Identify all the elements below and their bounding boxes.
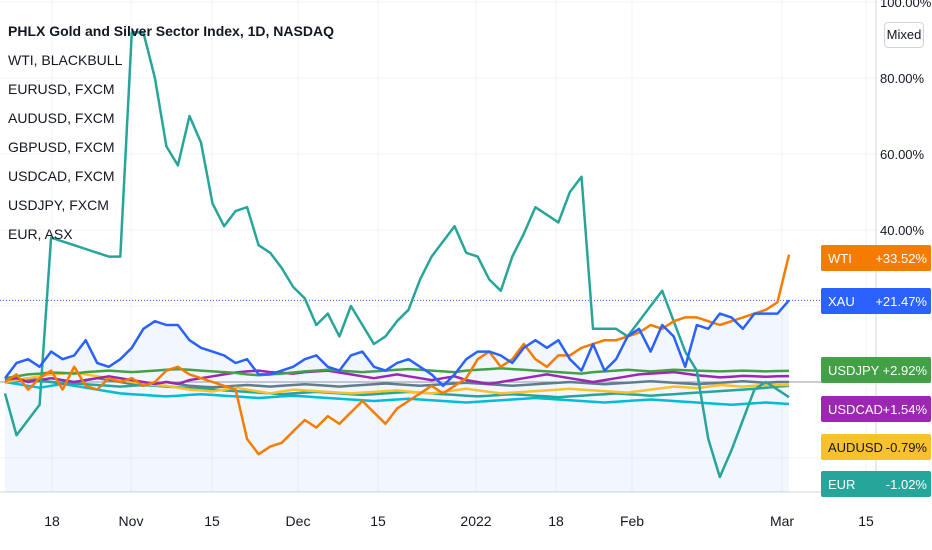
badge-eur: EUR -1.02% — [821, 471, 931, 497]
badge-usdjpy: USDJPY +2.92% — [821, 357, 931, 383]
legend-title: PHLX Gold and Silver Sector Index, 1D, N… — [8, 23, 334, 39]
badge-name: XAU — [828, 294, 855, 309]
series-line-wti — [4, 254, 791, 456]
x-tick-label: Nov — [119, 513, 144, 529]
badge-value: -1.02% — [886, 477, 928, 492]
y-axis-labels: 100.00% 80.00% 60.00% 40.00% — [880, 0, 932, 238]
series-line-usdjpy — [4, 367, 790, 380]
badge-value: -0.79% — [886, 440, 928, 455]
x-tick-label: 18 — [44, 513, 60, 529]
badge-bg — [821, 434, 931, 460]
x-tick-label: 15 — [370, 513, 386, 529]
legend-item-usdjpy[interactable]: USDJPY, FXCM — [8, 197, 109, 213]
badge-value: +1.54% — [883, 402, 928, 417]
xau-area — [5, 300, 789, 492]
badge-usdcad: USDCAD +1.54% — [821, 396, 931, 422]
badge-value: +2.92% — [883, 363, 928, 378]
series-line — [4, 380, 790, 407]
badge-name: WTI — [828, 251, 852, 266]
badge-name: USDCAD — [828, 402, 883, 417]
price-badges: XAU +21.47% WTI +33.52% USDJPY +2.92% USDCAD +1… — [821, 245, 931, 497]
badge-name: EUR — [828, 477, 855, 492]
badge-bg — [821, 245, 931, 271]
legend-item-audusd[interactable]: AUDUSD, FXCM — [8, 110, 115, 126]
x-tick-label: Feb — [620, 513, 644, 529]
area-fill — [5, 300, 789, 492]
y-tick-label: 100.00% — [880, 0, 932, 10]
x-tick-label: 15 — [204, 513, 220, 529]
badge-bg — [821, 288, 931, 314]
badge-name: USDJPY — [828, 363, 880, 378]
badge-bg — [821, 471, 931, 497]
badge-bg — [821, 396, 931, 422]
badge-bg — [821, 357, 931, 383]
legend-item-wti[interactable]: WTI, BLACKBULL — [8, 52, 123, 68]
series-line-xau — [4, 299, 790, 388]
x-tick-label: Mar — [770, 513, 794, 529]
scale-mode-button[interactable]: Mixed — [884, 22, 924, 48]
badge-audusd: AUDUSD -0.79% — [821, 434, 931, 460]
badge-wti: WTI +33.52% — [821, 245, 931, 271]
y-tick-label: 40.00% — [880, 223, 925, 238]
badge-xau: XAU +21.47% — [821, 288, 931, 314]
series-line-audusd — [4, 371, 789, 395]
y-tick-label: 60.00% — [880, 147, 925, 162]
x-tick-label: 15 — [858, 513, 874, 529]
series-line-eur — [4, 379, 790, 399]
legend-item-gbpusd[interactable]: GBPUSD, FXCM — [8, 139, 115, 155]
x-tick-label: 2022 — [460, 513, 491, 529]
badge-value: +33.52% — [875, 251, 927, 266]
badge-name: AUDUSD — [828, 440, 883, 455]
x-tick-label: 18 — [548, 513, 564, 529]
badge-value: +21.47% — [875, 294, 927, 309]
series-lines — [3, 31, 791, 479]
legend-item-eur[interactable]: EUR, ASX — [8, 226, 73, 242]
legend-item-usdcad[interactable]: USDCAD, FXCM — [8, 168, 115, 184]
legend: PHLX Gold and Silver Sector Index, 1D, N… — [8, 22, 334, 254]
y-tick-label: 80.00% — [880, 71, 925, 86]
legend-item-eurusd[interactable]: EURUSD, FXCM — [8, 81, 115, 97]
x-tick-label: Dec — [286, 513, 311, 529]
series-line-phlx — [3, 31, 790, 479]
x-axis-labels: 18 Nov 15 Dec 15 2022 18 Feb Mar 15 — [44, 513, 874, 529]
